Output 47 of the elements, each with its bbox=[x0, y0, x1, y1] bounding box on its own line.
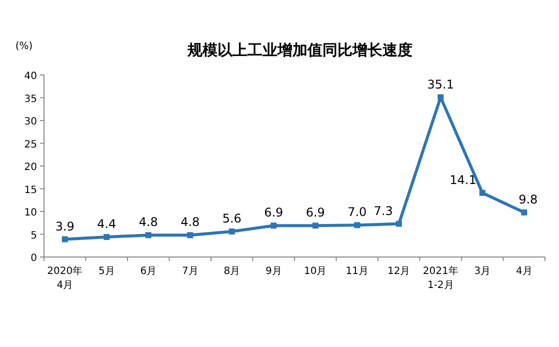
point bbox=[228, 228, 235, 235]
point bbox=[104, 234, 110, 240]
data-label: 3.9 bbox=[55, 219, 74, 234]
x-tick-label: 3月 bbox=[474, 266, 491, 277]
x-tick-label: 12月 bbox=[388, 266, 410, 277]
y-tick-label: 35 bbox=[24, 94, 37, 105]
x-tick-label: 6月 bbox=[140, 266, 157, 277]
point bbox=[479, 190, 486, 196]
x-tick-label: 7月 bbox=[182, 266, 198, 277]
point bbox=[354, 222, 360, 228]
data-label: 4.8 bbox=[138, 215, 158, 230]
x-tick-label: 4月 bbox=[516, 266, 532, 277]
y-tick-label: 40 bbox=[24, 71, 37, 82]
x-tick-label: 2021年 1-2月 bbox=[422, 265, 458, 291]
x-tick-label: 11月 bbox=[346, 266, 368, 277]
y-tick-label: 5 bbox=[30, 230, 37, 242]
data-label: 6.9 bbox=[306, 206, 325, 220]
y-tick-label: 10 bbox=[24, 208, 37, 218]
data-label: 4.8 bbox=[180, 215, 200, 230]
point bbox=[521, 209, 528, 216]
point bbox=[187, 232, 194, 238]
x-tick-label: 8月 bbox=[224, 266, 240, 277]
point bbox=[438, 94, 444, 100]
y-tick-label: 15 bbox=[24, 184, 37, 196]
x-tick-label: 2020年 4月 bbox=[47, 265, 83, 291]
data-label: 6.9 bbox=[264, 206, 284, 220]
point bbox=[396, 220, 402, 227]
data-label: 7.0 bbox=[348, 205, 367, 220]
data-label: 4.4 bbox=[97, 216, 116, 231]
chart-title: 规模以上工业增加值同比增长速度 bbox=[186, 41, 412, 59]
data-label: 5.6 bbox=[222, 212, 242, 226]
point bbox=[62, 236, 68, 242]
y-tick-label: 0 bbox=[30, 253, 37, 264]
data-label: 7.3 bbox=[374, 204, 393, 218]
y-tick-label: 30 bbox=[24, 116, 37, 128]
point bbox=[312, 222, 318, 229]
y-tick-label: 25 bbox=[24, 139, 37, 150]
x-tick-label: 10月 bbox=[304, 266, 327, 277]
y-axis-title: (%) bbox=[15, 41, 33, 52]
data-label: 35.1 bbox=[427, 77, 454, 92]
x-tick-label: 9月 bbox=[265, 266, 282, 277]
point bbox=[145, 232, 152, 238]
x-tick-label: 5月 bbox=[98, 266, 115, 277]
y-tick-label: 20 bbox=[24, 162, 37, 173]
point bbox=[270, 222, 277, 229]
data-label: 9.8 bbox=[518, 192, 538, 206]
data-label: 14.1 bbox=[450, 172, 476, 187]
